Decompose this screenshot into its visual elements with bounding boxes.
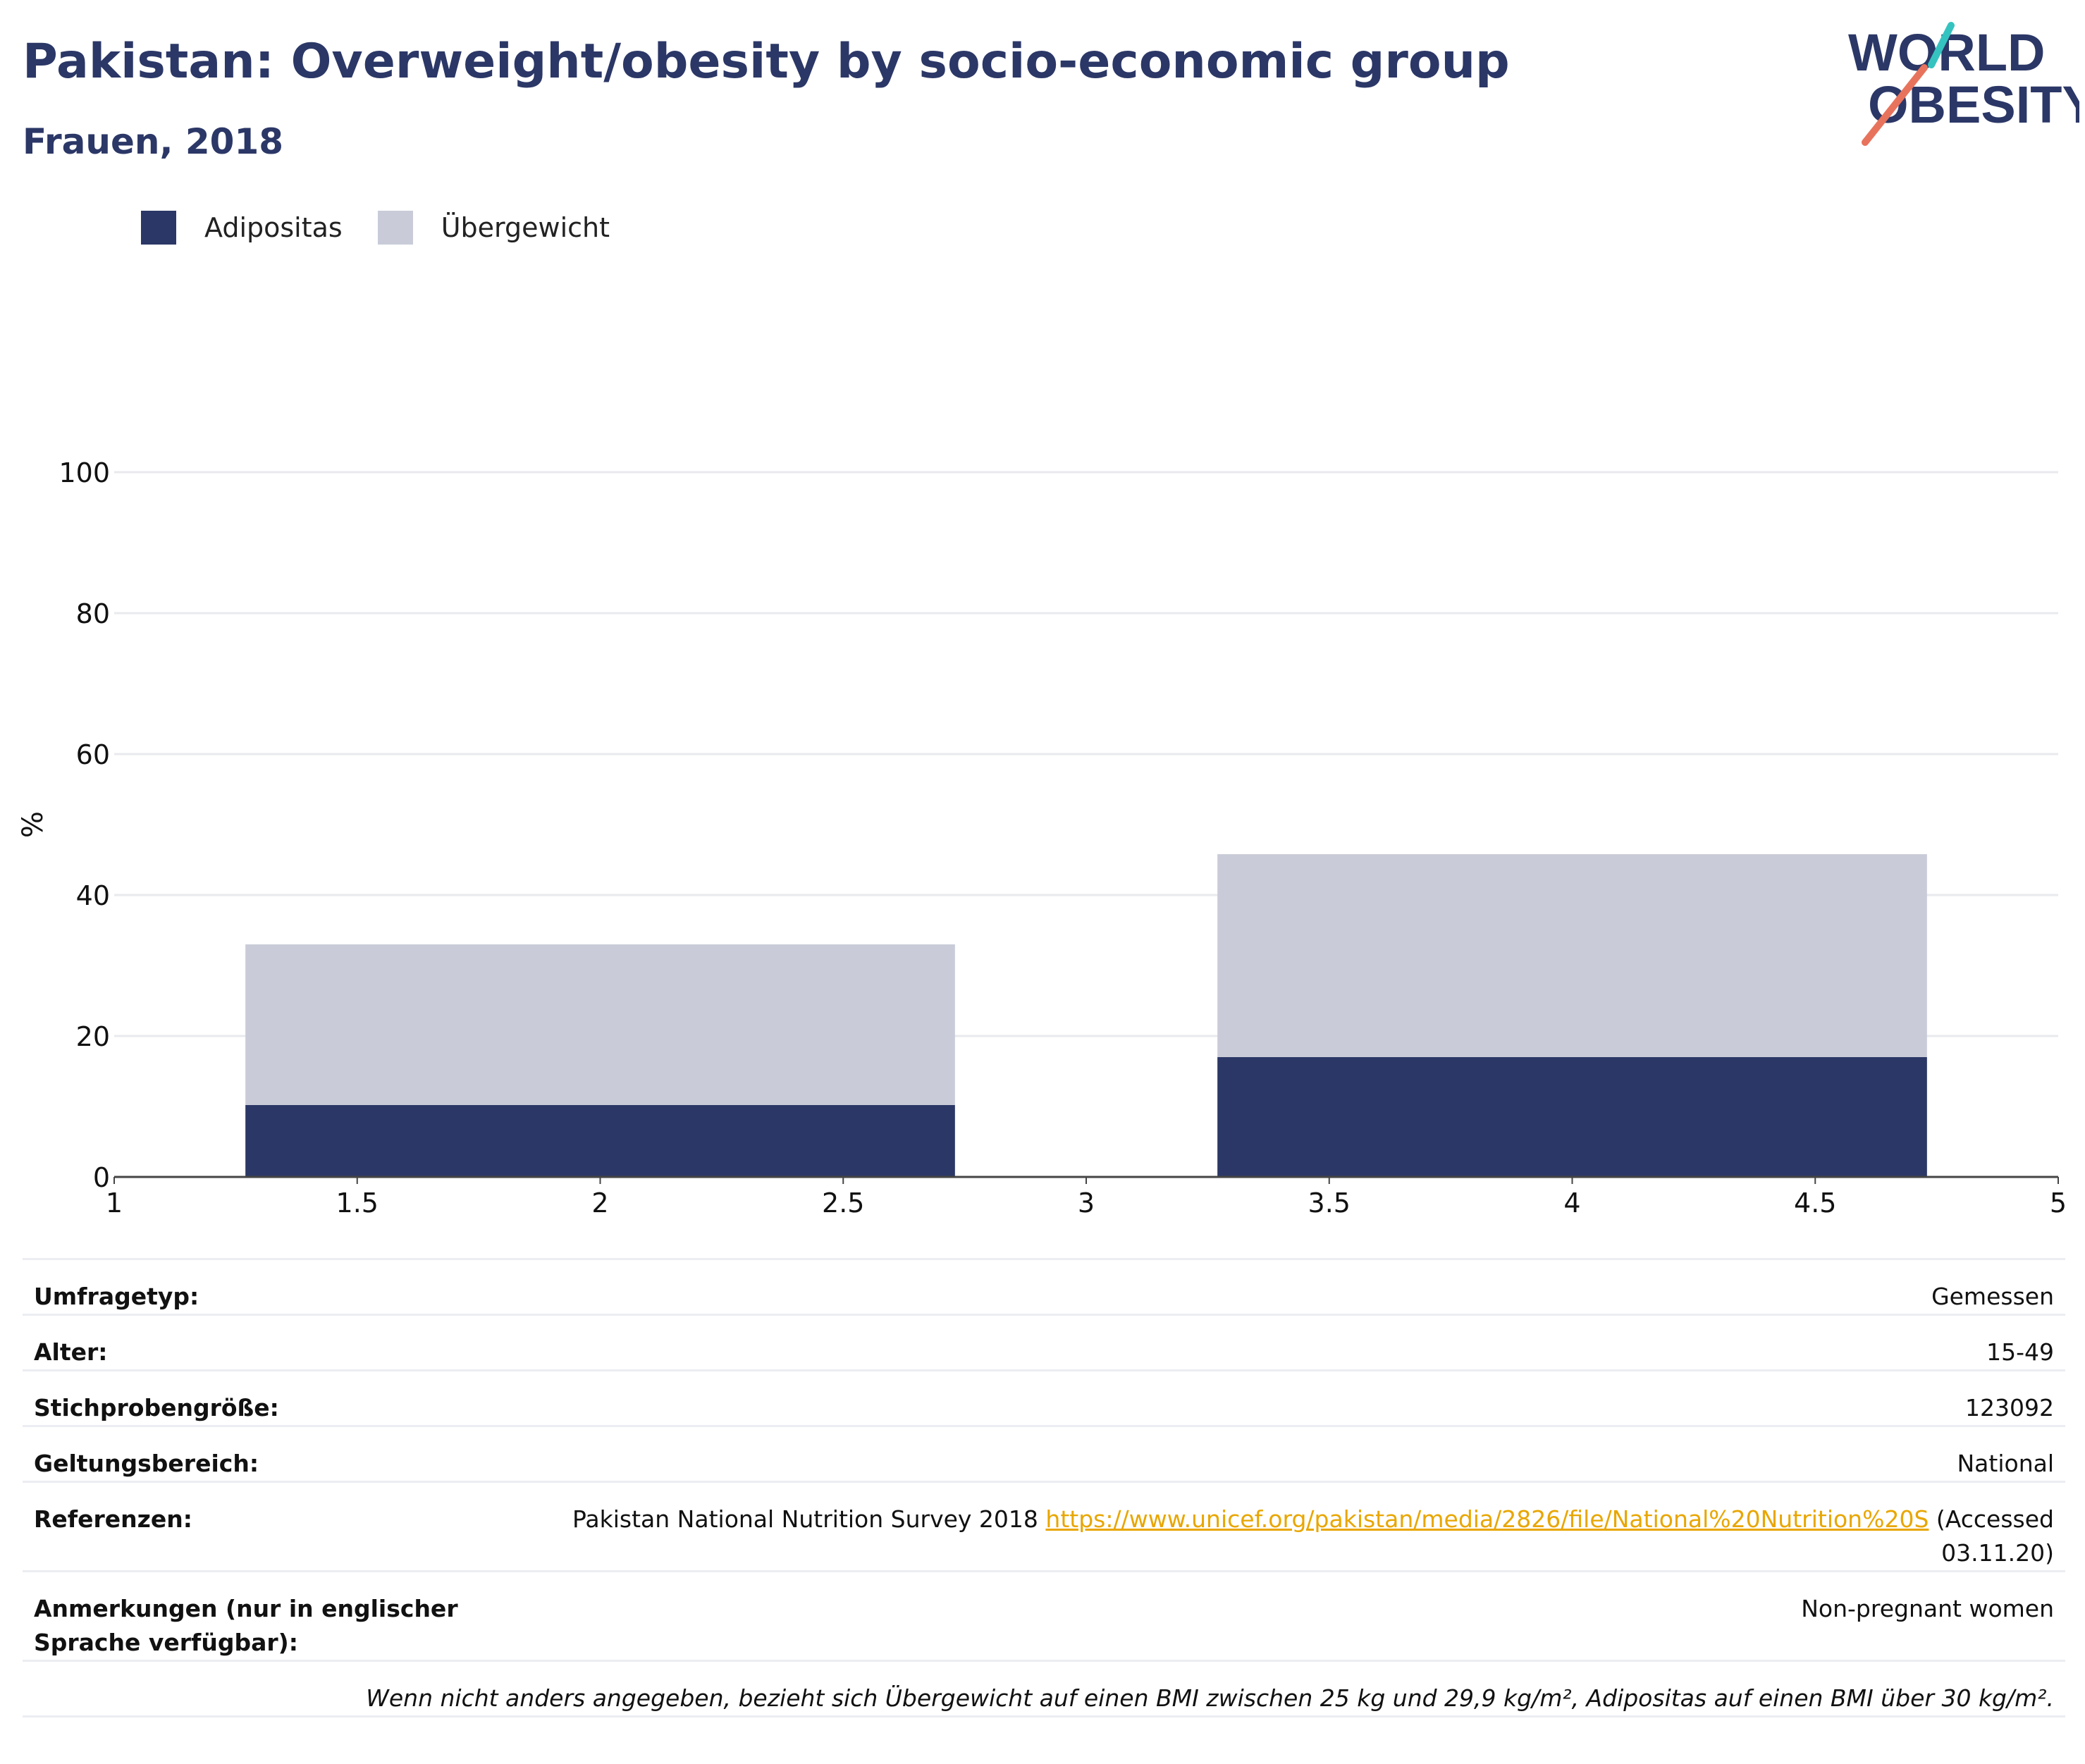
survey-info-table: Umfragetyp: Gemessen Alter: 15-49 Stichp… (23, 1258, 2065, 1717)
info-row-footnote: Wenn nicht anders angegeben, bezieht sic… (23, 1660, 2065, 1717)
info-value: 15-49 (553, 1314, 2065, 1371)
info-row-sample-size: Stichprobengröße: 123092 (23, 1369, 2065, 1426)
bar-uebergewicht (1217, 854, 1927, 1057)
legend-label-adipositas: Adipositas (204, 212, 343, 243)
info-label: Alter: (23, 1314, 553, 1371)
x-tick-label: 3 (1078, 1188, 1095, 1219)
logo-obesity-text: OBESITY (1868, 75, 2079, 134)
info-label: Geltungsbereich: (23, 1425, 553, 1482)
footnote: Wenn nicht anders angegeben, bezieht sic… (23, 1660, 2065, 1717)
info-row-references: Referenzen: Pakistan National Nutrition … (23, 1481, 2065, 1572)
bar-chart: 0 20 40 60 80 100 1 1.5 2 2.5 3 3.5 4 4.5 5% (17, 457, 2067, 1219)
bar-adipositas (245, 1105, 955, 1177)
chart-title: Pakistan: Overweight/obesity by socio-ec… (23, 34, 1510, 90)
y-tick-label: 40 (76, 880, 110, 911)
legend-label-uebergewicht: Übergewicht (441, 212, 610, 243)
x-tick-label: 1.5 (336, 1188, 379, 1219)
info-label: Anmerkungen (nur in englischer Sprache v… (23, 1570, 553, 1661)
logo-slash-coral (1862, 64, 1928, 146)
legend-swatch-adipositas (141, 211, 176, 245)
world-obesity-logo: WORLD OBESITY (1848, 22, 2079, 146)
x-tick-label: 2.5 (822, 1188, 864, 1219)
info-value: National (553, 1425, 2065, 1482)
logo-slash-teal (1928, 22, 1955, 68)
reference-link[interactable]: https://www.unicef.org/pakistan/media/28… (1045, 1505, 1929, 1533)
info-label: Stichprobengröße: (23, 1369, 553, 1426)
x-tick-label: 5 (2050, 1188, 2067, 1219)
info-label: Referenzen: (23, 1481, 553, 1572)
x-tick-label: 2 (591, 1188, 608, 1219)
x-tick-label: 4 (1563, 1188, 1580, 1219)
info-row-scope: Geltungsbereich: National (23, 1425, 2065, 1482)
reference-text: Pakistan National Nutrition Survey 2018 (572, 1505, 1038, 1533)
reference-accessed: (Accessed 03.11.20) (1936, 1505, 2054, 1567)
y-tick-label: 80 (76, 598, 110, 629)
chart-subtitle: Frauen, 2018 (23, 121, 284, 162)
info-value: 123092 (553, 1369, 2065, 1426)
x-tick-label: 3.5 (1308, 1188, 1351, 1219)
info-row-notes: Anmerkungen (nur in englischer Sprache v… (23, 1570, 2065, 1661)
chart-legend: Adipositas Übergewicht (141, 210, 645, 245)
y-tick-label: 20 (76, 1021, 110, 1052)
bar-uebergewicht (245, 944, 955, 1105)
y-axis-label: % (17, 811, 49, 838)
bar-adipositas (1217, 1057, 1927, 1177)
info-row-age: Alter: 15-49 (23, 1314, 2065, 1371)
info-label: Umfragetyp: (23, 1258, 553, 1315)
info-row-survey-type: Umfragetyp: Gemessen (23, 1258, 2065, 1315)
info-value: Pakistan National Nutrition Survey 2018 … (553, 1481, 2065, 1572)
y-tick-label: 0 (93, 1162, 110, 1193)
info-value: Gemessen (553, 1258, 2065, 1315)
y-tick-label: 100 (59, 457, 110, 488)
legend-swatch-uebergewicht (377, 211, 413, 245)
y-tick-label: 60 (76, 739, 110, 770)
legend-item-uebergewicht[interactable]: Übergewicht (377, 211, 610, 245)
x-tick-label: 4.5 (1794, 1188, 1836, 1219)
legend-item-adipositas[interactable]: Adipositas (141, 211, 343, 245)
info-value: Non-pregnant women (553, 1570, 2065, 1661)
x-tick-label: 1 (106, 1188, 123, 1219)
